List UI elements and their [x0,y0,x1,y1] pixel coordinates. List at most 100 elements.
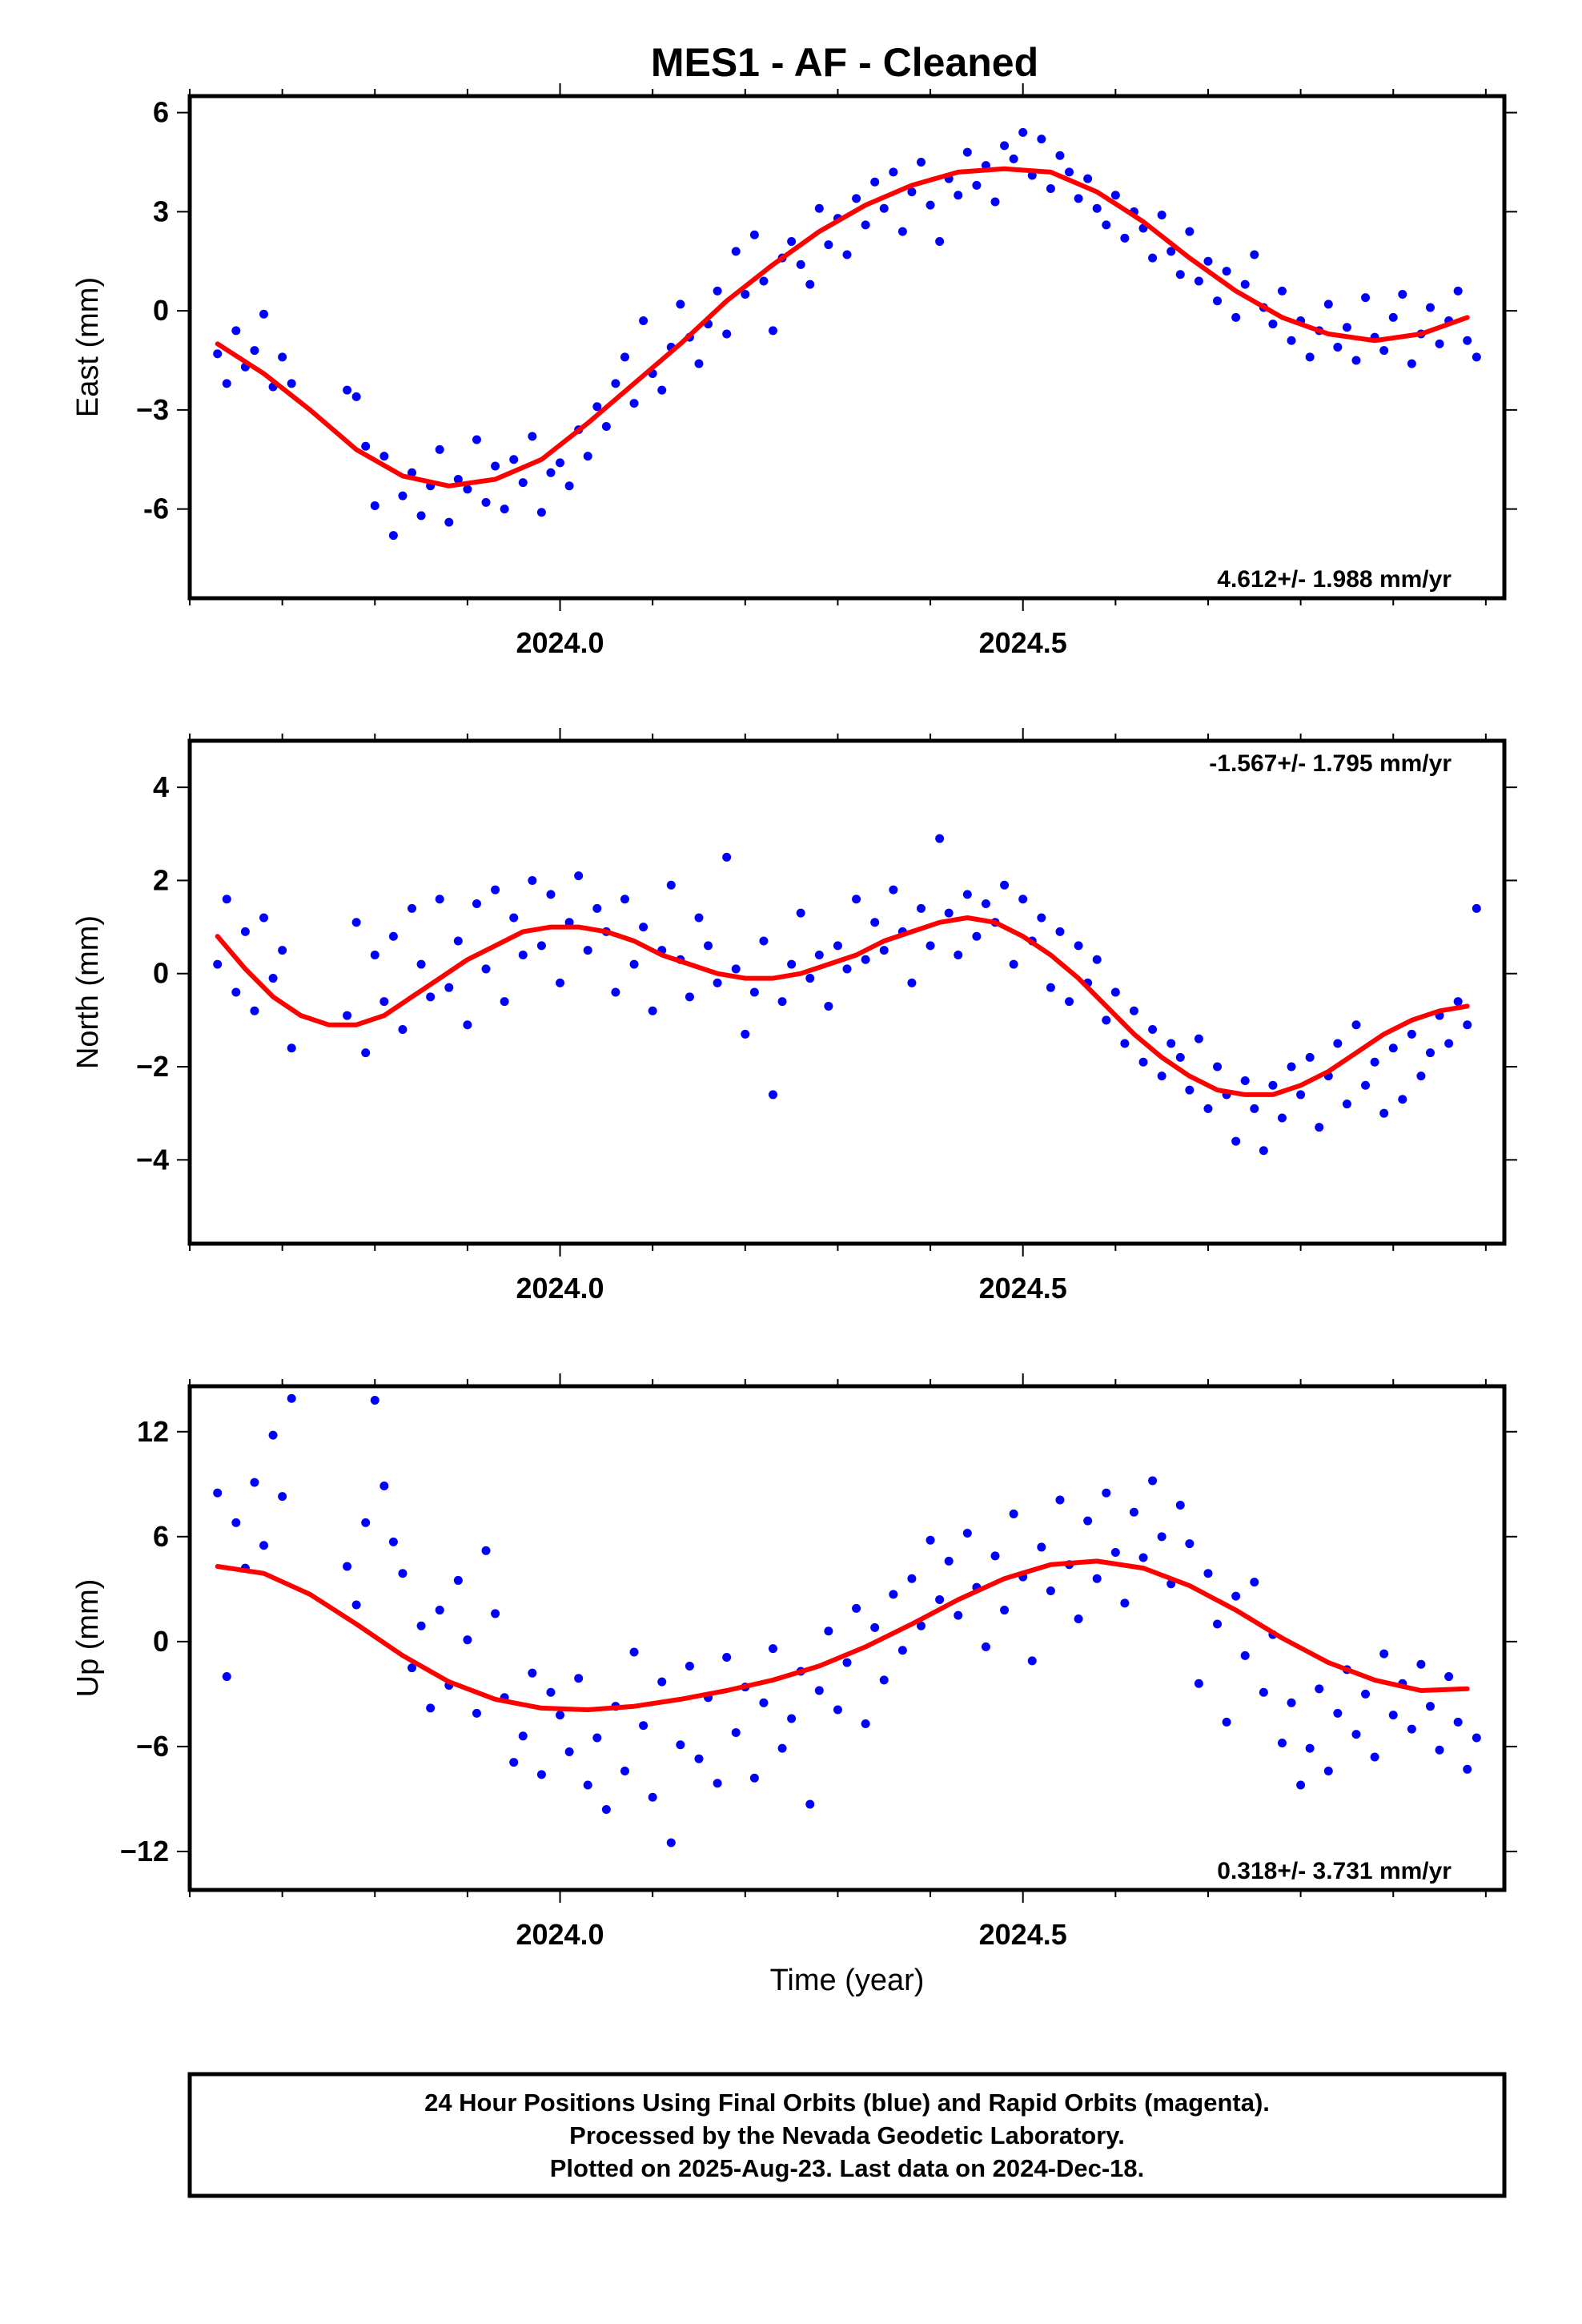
east-data-point [583,452,592,461]
up-data-point [1305,1743,1315,1753]
north-data-point [1037,913,1046,923]
east-data-point [1157,211,1166,219]
east-data-point [1065,167,1074,177]
up-data-point [1361,1689,1371,1699]
up-y-axis-label: Up (mm) [71,1579,105,1698]
up-data-point [1157,1532,1166,1542]
east-data-point [398,491,408,501]
up-data-point [676,1740,685,1750]
north-data-point [1129,1006,1138,1015]
east-data-point [1425,303,1435,312]
east-data-point [657,385,667,395]
footer-line-3: Plotted on 2025-Aug-23. Last data on 202… [550,2154,1145,2182]
east-data-point [861,220,870,230]
east-data-point [370,501,379,510]
up-y-tick-label: 12 [137,1415,169,1448]
east-data-point [1166,247,1176,256]
east-data-point [481,497,491,507]
up-data-point [629,1647,639,1657]
east-data-point [1407,359,1416,368]
north-data-point [935,834,945,843]
east-data-point [1009,154,1018,163]
north-data-point [704,941,713,951]
east-data-point [639,316,648,325]
up-data-point [1407,1724,1416,1734]
x-axis-label: Time (year) [770,1964,925,1997]
north-data-point [546,890,556,899]
east-data-point [1222,267,1231,276]
north-data-point [416,959,426,969]
north-data-point [917,903,926,913]
east-data-point [1323,300,1333,309]
up-data-point [1250,1578,1259,1587]
east-data-point [1453,286,1463,296]
east-data-point [601,422,611,431]
up-data-point [648,1792,657,1802]
north-data-point [1065,997,1074,1007]
east-frame [187,94,1507,601]
east-x-tick-label: 2024.5 [979,626,1067,659]
up-plot-area [213,1393,1481,1848]
up-data-point [1453,1717,1463,1727]
east-data-point [259,309,269,319]
up-data-point [509,1758,519,1767]
east-data-point [676,300,685,309]
north-data-point [1055,927,1065,936]
east-data-point [1110,191,1120,200]
east-data-point [1287,336,1296,345]
east-data-point [954,191,963,200]
north-data-point [879,946,889,955]
up-data-point [1074,1614,1083,1623]
north-data-point [741,1029,750,1039]
up-data-point [685,1661,694,1671]
up-data-point [768,1644,777,1654]
east-data-point [926,200,935,210]
up-data-point [426,1703,436,1713]
east-data-point [741,290,750,299]
north-data-point [1342,1100,1351,1109]
up-data-point [935,1594,945,1604]
up-data-point [749,1773,759,1783]
east-data-point [917,158,926,167]
east-data-point [472,435,481,444]
east-data-point [1037,135,1046,144]
up-data-point [666,1838,676,1848]
north-data-point [1102,1015,1111,1025]
east-data-point [796,259,805,269]
up-data-point [1444,1672,1454,1682]
east-data-point [1398,290,1407,299]
east-data-point [1240,279,1250,289]
up-data-point [213,1488,223,1498]
east-data-point [250,346,259,356]
up-data-point [463,1635,472,1645]
east-data-point [509,455,519,464]
east-data-point [592,402,602,412]
north-data-point [1018,895,1028,904]
up-data-point [1296,1780,1306,1790]
east-data-point [1342,323,1351,332]
north-data-point [926,941,935,951]
north-data-point [536,941,546,951]
north-data-point [500,997,509,1007]
north-data-point [1333,1039,1343,1048]
north-data-point [1009,959,1018,969]
north-data-point [222,895,231,904]
north-data-point [1240,1076,1250,1085]
north-frame [187,738,1507,1246]
east-data-point [879,203,889,213]
north-data-point [240,927,250,936]
north-data-point [351,918,361,927]
up-data-point [408,1663,417,1673]
east-data-point [935,237,945,246]
north-data-point [1315,1123,1324,1132]
north-data-point [759,936,769,946]
footer-line-2: Processed by the Nevada Geodetic Laborat… [569,2121,1125,2149]
north-data-point [666,880,676,890]
east-data-point [731,247,741,256]
up-data-point [574,1674,584,1683]
up-data-point [842,1658,852,1667]
up-x-tick-label: 2024.0 [516,1918,604,1951]
up-data-point [1231,1591,1241,1601]
up-data-point [536,1770,546,1779]
east-data-point [518,478,528,488]
